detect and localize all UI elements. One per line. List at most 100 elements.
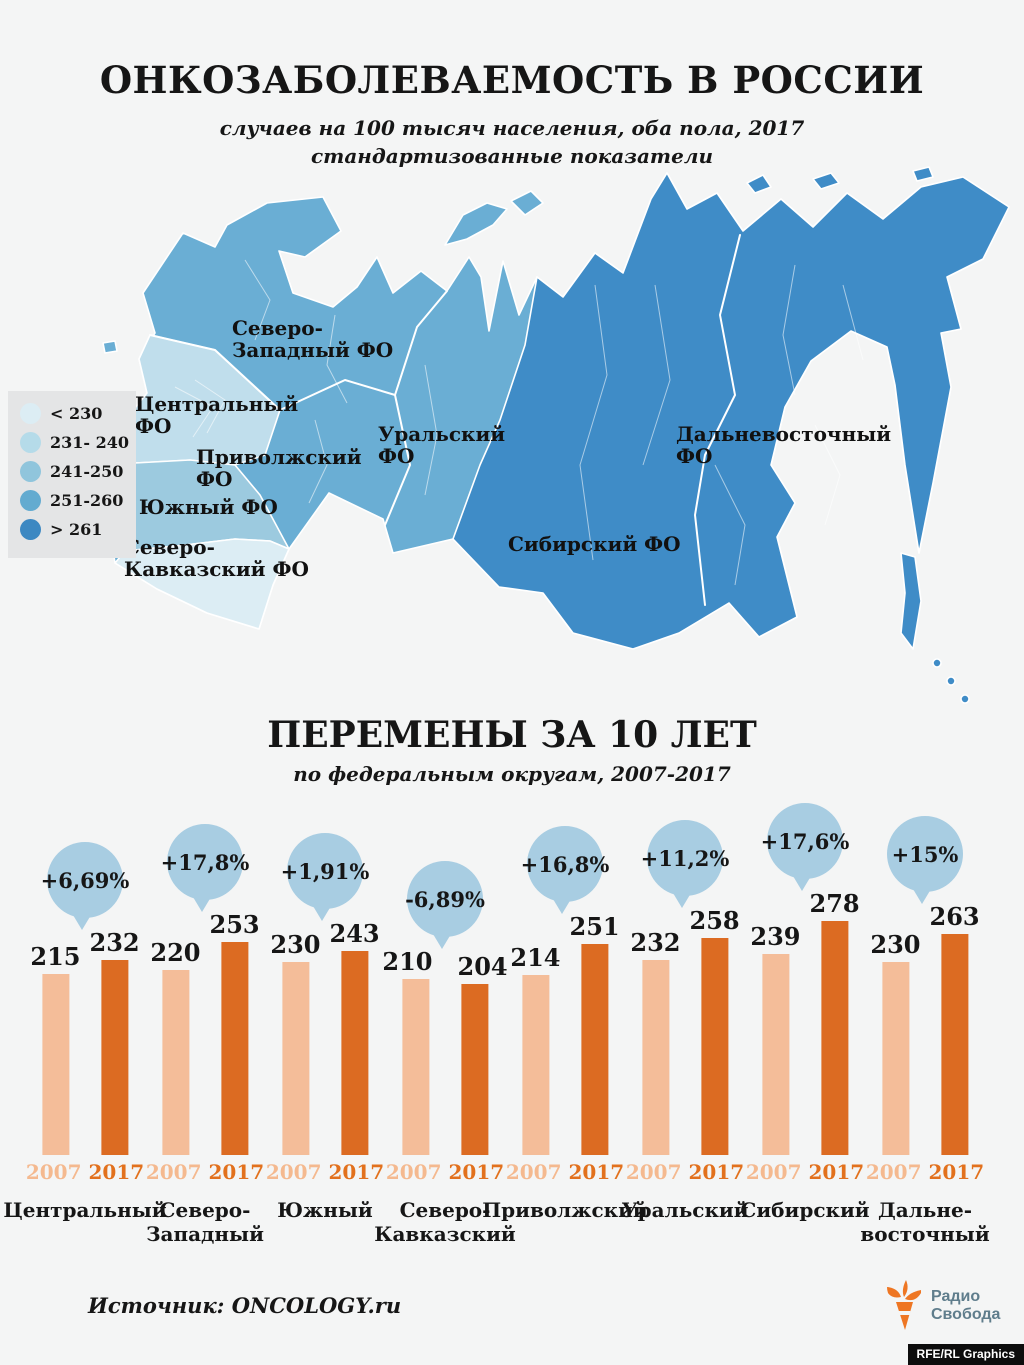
bar-col-2017: 258 <box>690 906 740 1155</box>
bubble-tail-icon <box>793 876 811 891</box>
map-island-novaya-zemlya-north <box>510 190 544 216</box>
year-label-2017: 2017 <box>448 1160 505 1184</box>
bar-pair: 215 232 <box>30 928 140 1155</box>
bar-col-2007: 214 <box>510 943 561 1155</box>
year-label-2017: 2017 <box>88 1160 145 1184</box>
bubble-tail-icon <box>433 934 451 949</box>
chart-group: +17,6% 239 278 2007 2017 Сибирский <box>740 803 870 1246</box>
map-island-kuril-2 <box>946 676 956 686</box>
bar-col-2007: 239 <box>750 922 801 1155</box>
year-label-2017: 2017 <box>208 1160 265 1184</box>
legend-label: 241-250 <box>50 462 124 481</box>
logo-line-2: Свобода <box>931 1306 1001 1323</box>
credit-badge: RFE/RL Graphics <box>907 1344 1024 1365</box>
bar-zone: +17,6% 239 278 <box>745 803 865 1155</box>
map-label-nw: Северо- Западный ФО <box>232 316 394 362</box>
chart-group: +11,2% 232 258 2007 2017 Уральский <box>621 810 749 1246</box>
chart-group: +16,8% 214 251 2007 2017 Приволжский <box>482 810 648 1246</box>
map-island-wrangel <box>912 166 934 182</box>
legend-item: 241-250 <box>20 461 136 482</box>
change-percent: +17,6% <box>760 828 850 854</box>
bar-2007 <box>281 962 309 1155</box>
year-labels: 2007 2017 <box>26 1160 144 1184</box>
bar-col-2017: 263 <box>930 902 980 1155</box>
bar-pair: 239 278 <box>750 889 860 1155</box>
bar-col-2007: 220 <box>150 938 201 1155</box>
chart-group: -6,89% 210 204 2007 2017 Северо- Кавказски… <box>374 810 516 1246</box>
chart-group: +1,91% 230 243 2007 2017 Южный <box>265 810 385 1246</box>
page-title: ОНКОЗАБОЛЕВАЕМОСТЬ В РОССИИ <box>99 58 925 102</box>
map-label-central: Центральный ФО <box>135 392 299 438</box>
bar-col-2007: 230 <box>870 930 921 1155</box>
bar-2007 <box>641 960 669 1155</box>
legend-label: 231- 240 <box>50 433 130 452</box>
year-labels: 2007 2017 <box>266 1160 384 1184</box>
bar-col-2017: 243 <box>330 919 380 1155</box>
bar-zone: +16,8% 214 251 <box>505 810 625 1155</box>
legend-item: > 261 <box>20 519 136 540</box>
change-bubble: +17,8% <box>161 824 249 912</box>
page-subtitle: случаев на 100 тысяч населения, оба пола… <box>0 114 1024 170</box>
year-labels: 2007 2017 <box>866 1160 984 1184</box>
bar-zone: +15% 230 263 <box>865 810 985 1155</box>
bar-2007 <box>161 970 189 1155</box>
value-2007: 210 <box>382 947 433 976</box>
change-bubble: +15% <box>887 816 963 904</box>
year-label-2007: 2007 <box>145 1160 202 1184</box>
change-bubble: -6,89% <box>405 861 485 949</box>
bubble-tail-icon <box>193 897 211 912</box>
legend-item: 251-260 <box>20 490 136 511</box>
change-percent: +6,69% <box>40 867 130 893</box>
bar-zone: +1,91% 230 243 <box>265 810 385 1155</box>
value-2007: 220 <box>150 938 201 967</box>
bar-zone: +11,2% 232 258 <box>625 810 745 1155</box>
bar-2017 <box>821 921 849 1155</box>
change-percent: +16,8% <box>520 851 610 877</box>
bar-zone: -6,89% 210 204 <box>382 810 508 1155</box>
year-label-2007: 2007 <box>385 1160 442 1184</box>
bar-col-2017: 253 <box>210 910 260 1155</box>
value-2017: 253 <box>209 910 260 939</box>
value-2017: 251 <box>569 912 620 941</box>
change-bubble: +16,8% <box>521 826 609 914</box>
year-label-2017: 2017 <box>688 1160 745 1184</box>
legend-items: < 230 231- 240 241-250 251-260 > 261 <box>20 403 136 540</box>
map-region-caucasus <box>114 538 290 630</box>
bar-2007 <box>761 954 789 1155</box>
district-label: Северо- Западный <box>146 1198 264 1246</box>
bar-col-2017: 232 <box>90 928 140 1155</box>
year-label-2007: 2007 <box>865 1160 922 1184</box>
bar-2017 <box>341 951 369 1155</box>
bubble-tail-icon <box>553 899 571 914</box>
map-oblast-lines-east <box>579 264 864 586</box>
value-2007: 230 <box>870 930 921 959</box>
bar-2007 <box>881 962 909 1155</box>
value-2017: 258 <box>689 906 740 935</box>
logo-line-1: Радио <box>931 1288 981 1305</box>
bar-col-2007: 232 <box>630 928 681 1155</box>
bar-zone: +6,69% 215 232 <box>25 810 145 1155</box>
bar-pair: 220 253 <box>150 910 260 1155</box>
bar-pair: 210 204 <box>382 947 508 1155</box>
legend-item: 231- 240 <box>20 432 136 453</box>
value-2017: 204 <box>457 952 508 981</box>
bubble-tail-icon <box>673 893 691 908</box>
change-percent: +11,2% <box>640 845 730 871</box>
value-2017: 232 <box>89 928 140 957</box>
map-island-severnaya-zemlya <box>746 174 772 194</box>
legend-label: 251-260 <box>50 491 124 510</box>
change-bubble: +17,6% <box>761 803 849 891</box>
subtitle-line-1: случаев на 100 тысяч населения, оба пола… <box>219 116 805 140</box>
legend-label: > 261 <box>50 520 103 539</box>
year-labels: 2007 2017 <box>626 1160 744 1184</box>
map-border-nw <box>149 290 448 411</box>
bar-pair: 230 243 <box>270 919 380 1155</box>
map-island-sakhalin <box>900 552 922 650</box>
value-2007: 239 <box>750 922 801 951</box>
bar-2017 <box>701 938 729 1155</box>
map-label-caucasus: Северо- Кавказский ФО <box>124 535 309 581</box>
district-label: Уральский <box>621 1198 749 1222</box>
change-bubble: +11,2% <box>641 820 729 908</box>
year-label-2007: 2007 <box>745 1160 802 1184</box>
